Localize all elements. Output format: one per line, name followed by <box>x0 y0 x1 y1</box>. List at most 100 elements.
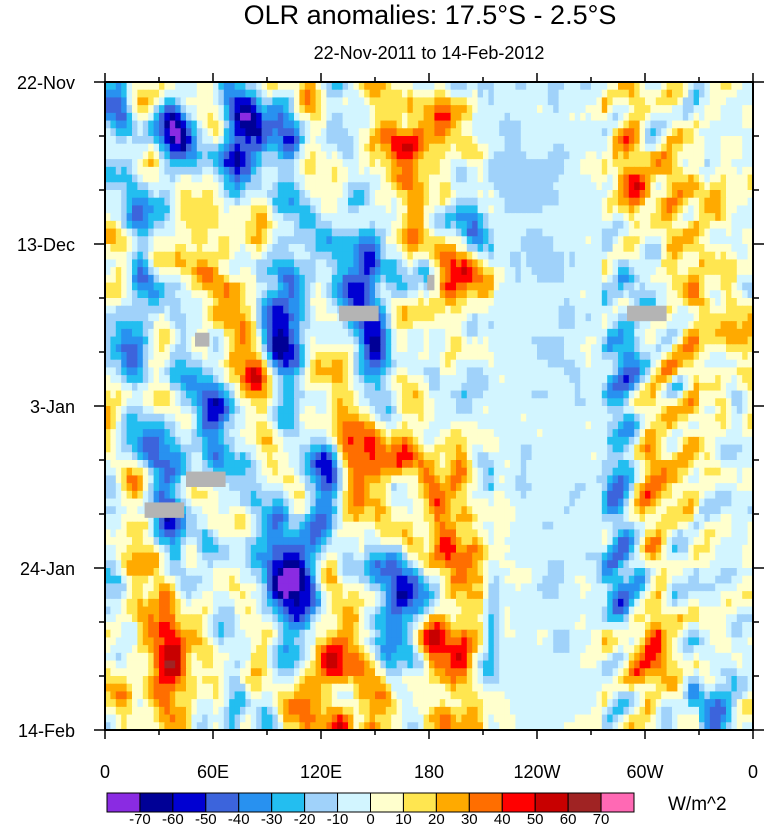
anomaly-cell <box>283 136 290 145</box>
anomaly-cell <box>666 151 673 160</box>
anomaly-cell <box>628 236 635 245</box>
anomaly-cell <box>353 382 360 392</box>
anomaly-cell <box>348 267 354 276</box>
anomaly-cell <box>326 259 333 268</box>
anomaly-cell <box>407 305 414 315</box>
anomaly-cell <box>450 151 457 160</box>
anomaly-cell <box>272 344 279 353</box>
anomaly-cell <box>364 259 371 268</box>
anomaly-cell <box>607 282 614 291</box>
anomaly-cell <box>353 159 360 168</box>
anomaly-cell <box>747 251 753 261</box>
anomaly-cell <box>623 174 630 183</box>
anomaly-cell <box>234 336 241 345</box>
anomaly-cell <box>121 182 128 191</box>
anomaly-cell <box>472 352 479 361</box>
anomaly-cell <box>218 259 225 268</box>
anomaly-cell <box>736 97 743 106</box>
anomaly-cell <box>623 159 630 168</box>
anomaly-cell <box>488 244 495 253</box>
anomaly-cell <box>207 398 214 407</box>
anomaly-cell <box>650 367 657 376</box>
anomaly-cell <box>169 166 176 176</box>
anomaly-cell <box>407 244 414 253</box>
anomaly-cell <box>283 105 290 114</box>
anomaly-cell <box>639 359 646 369</box>
anomaly-cell <box>709 112 716 122</box>
anomaly-cell <box>353 251 360 261</box>
anomaly-cell <box>169 128 176 137</box>
anomaly-cell <box>105 174 111 183</box>
anomaly-cell <box>553 197 560 207</box>
anomaly-cell <box>715 151 722 160</box>
anomaly-cell <box>515 105 522 114</box>
anomaly-cell <box>223 328 230 338</box>
anomaly-cell <box>110 174 117 183</box>
anomaly-cell <box>105 166 111 176</box>
anomaly-cell <box>607 359 614 369</box>
anomaly-cell <box>164 244 171 253</box>
anomaly-cell <box>159 251 165 261</box>
anomaly-cell <box>585 89 592 99</box>
anomaly-cell <box>574 105 581 114</box>
anomaly-cell <box>450 328 457 338</box>
anomaly-cell <box>348 120 354 129</box>
anomaly-cell <box>240 97 246 106</box>
anomaly-cell <box>499 251 506 261</box>
anomaly-cell <box>164 321 171 330</box>
anomaly-cell <box>159 112 165 122</box>
anomaly-cell <box>267 151 273 160</box>
anomaly-cell <box>736 259 743 268</box>
anomaly-cell <box>429 352 435 361</box>
anomaly-cell <box>310 128 317 137</box>
anomaly-cell <box>742 97 749 106</box>
anomaly-cell <box>564 282 570 291</box>
anomaly-cell <box>169 352 176 361</box>
anomaly-cell <box>364 205 371 214</box>
anomaly-cell <box>412 220 419 230</box>
anomaly-cell <box>726 259 732 268</box>
anomaly-cell <box>526 97 533 106</box>
anomaly-cell <box>159 213 165 222</box>
anomaly-cell <box>466 336 473 345</box>
anomaly-cell <box>288 290 295 299</box>
anomaly-cell <box>294 213 300 222</box>
anomaly-cell <box>569 205 576 214</box>
anomaly-cell <box>639 205 646 214</box>
anomaly-cell <box>456 298 462 307</box>
anomaly-cell <box>191 82 198 91</box>
anomaly-cell <box>618 251 624 261</box>
anomaly-cell <box>693 382 700 392</box>
anomaly-cell <box>618 259 624 268</box>
anomaly-cell <box>137 313 144 322</box>
anomaly-cell <box>132 244 138 253</box>
anomaly-cell <box>283 205 290 214</box>
anomaly-cell <box>596 143 603 153</box>
anomaly-cell <box>472 213 479 222</box>
anomaly-cell <box>277 174 284 183</box>
anomaly-cell <box>180 182 187 191</box>
anomaly-cell <box>585 305 592 315</box>
anomaly-cell <box>472 244 479 253</box>
anomaly-cell <box>585 213 592 222</box>
anomaly-cell <box>213 274 219 284</box>
anomaly-cell <box>699 305 705 315</box>
anomaly-cell <box>515 259 522 268</box>
plot-area <box>104 81 754 731</box>
anomaly-cell <box>510 251 516 261</box>
anomaly-cell <box>483 305 489 315</box>
anomaly-cell <box>542 382 549 392</box>
anomaly-cell <box>650 344 657 353</box>
anomaly-cell <box>175 143 182 153</box>
anomaly-cell <box>499 390 506 399</box>
anomaly-cell <box>456 390 462 399</box>
anomaly-cell <box>304 143 311 153</box>
anomaly-cell <box>742 228 749 237</box>
anomaly-cell <box>121 244 128 253</box>
anomaly-cell <box>493 220 500 230</box>
anomaly-cell <box>439 305 446 315</box>
anomaly-cell <box>499 228 506 237</box>
anomaly-cell <box>585 105 592 114</box>
anomaly-cell <box>472 182 479 191</box>
anomaly-cell <box>364 282 371 291</box>
